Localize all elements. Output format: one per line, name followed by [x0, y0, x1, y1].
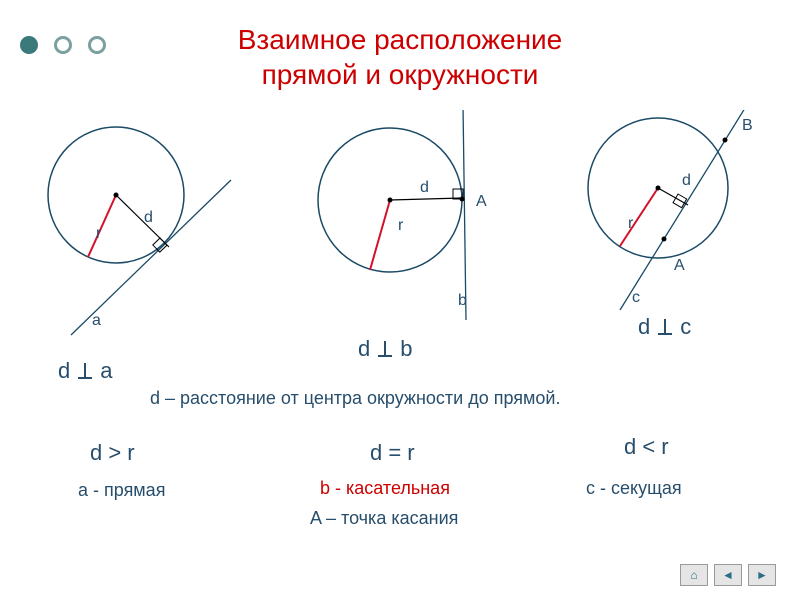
rel1-left: d: [58, 358, 70, 384]
title-line-2: прямой и окружности: [0, 57, 800, 92]
diagram-1-svg: r d a: [26, 110, 246, 350]
case1-desc: a - прямая: [78, 480, 165, 501]
svg-text:b: b: [458, 292, 467, 309]
prev-button[interactable]: ◄: [714, 564, 742, 586]
svg-text:r: r: [398, 217, 404, 234]
perp-icon: [658, 319, 672, 335]
svg-text:d: d: [682, 172, 691, 189]
svg-text:r: r: [628, 215, 634, 232]
next-button[interactable]: ►: [748, 564, 776, 586]
distance-explanation: d – расстояние от центра окружности до п…: [150, 388, 560, 409]
svg-text:r: r: [96, 225, 102, 242]
rel1-right: a: [100, 358, 112, 384]
case2-desc1: b - касательная: [320, 478, 450, 499]
diagrams-area: rda rdbA rdcAB d a d b d c: [0, 110, 800, 360]
svg-text:d: d: [144, 209, 153, 226]
svg-text:d: d: [420, 179, 429, 196]
rel2-right: b: [400, 336, 412, 362]
svg-text:A: A: [476, 193, 487, 210]
dot-3: [88, 36, 106, 54]
svg-text:B: B: [742, 117, 753, 134]
svg-text:A: A: [674, 257, 685, 274]
nav-buttons: ⌂ ◄ ►: [680, 564, 776, 586]
diagram-3: r d c A B: [560, 110, 780, 325]
perp-icon: [378, 341, 392, 357]
relation-2: d b: [358, 336, 413, 362]
rel2-left: d: [358, 336, 370, 362]
title-line-1: Взаимное расположение: [0, 22, 800, 57]
dot-2: [54, 36, 72, 54]
diagram-2: r d b A: [290, 110, 510, 335]
home-button[interactable]: ⌂: [680, 564, 708, 586]
diagram-2-svg: r d b A: [290, 110, 510, 330]
decorative-dots: [20, 36, 106, 54]
diagram-3-svg: r d c A B: [560, 110, 780, 320]
case3-condition: d < r: [624, 434, 669, 460]
relation-1: d a: [58, 358, 113, 384]
dot-1: [20, 36, 38, 54]
svg-text:c: c: [632, 289, 640, 306]
case2-condition: d = r: [370, 440, 415, 466]
svg-text:a: a: [92, 312, 101, 329]
perp-icon: [78, 363, 92, 379]
rel3-left: d: [638, 314, 650, 340]
case1-condition: d > r: [90, 440, 135, 466]
case3-desc: c - секущая: [586, 478, 682, 499]
case2-desc2: A – точка касания: [310, 508, 458, 529]
rel3-right: c: [680, 314, 691, 340]
relation-3: d c: [638, 314, 691, 340]
page-title: Взаимное расположение прямой и окружност…: [0, 0, 800, 92]
diagram-1: r d a: [26, 110, 246, 355]
